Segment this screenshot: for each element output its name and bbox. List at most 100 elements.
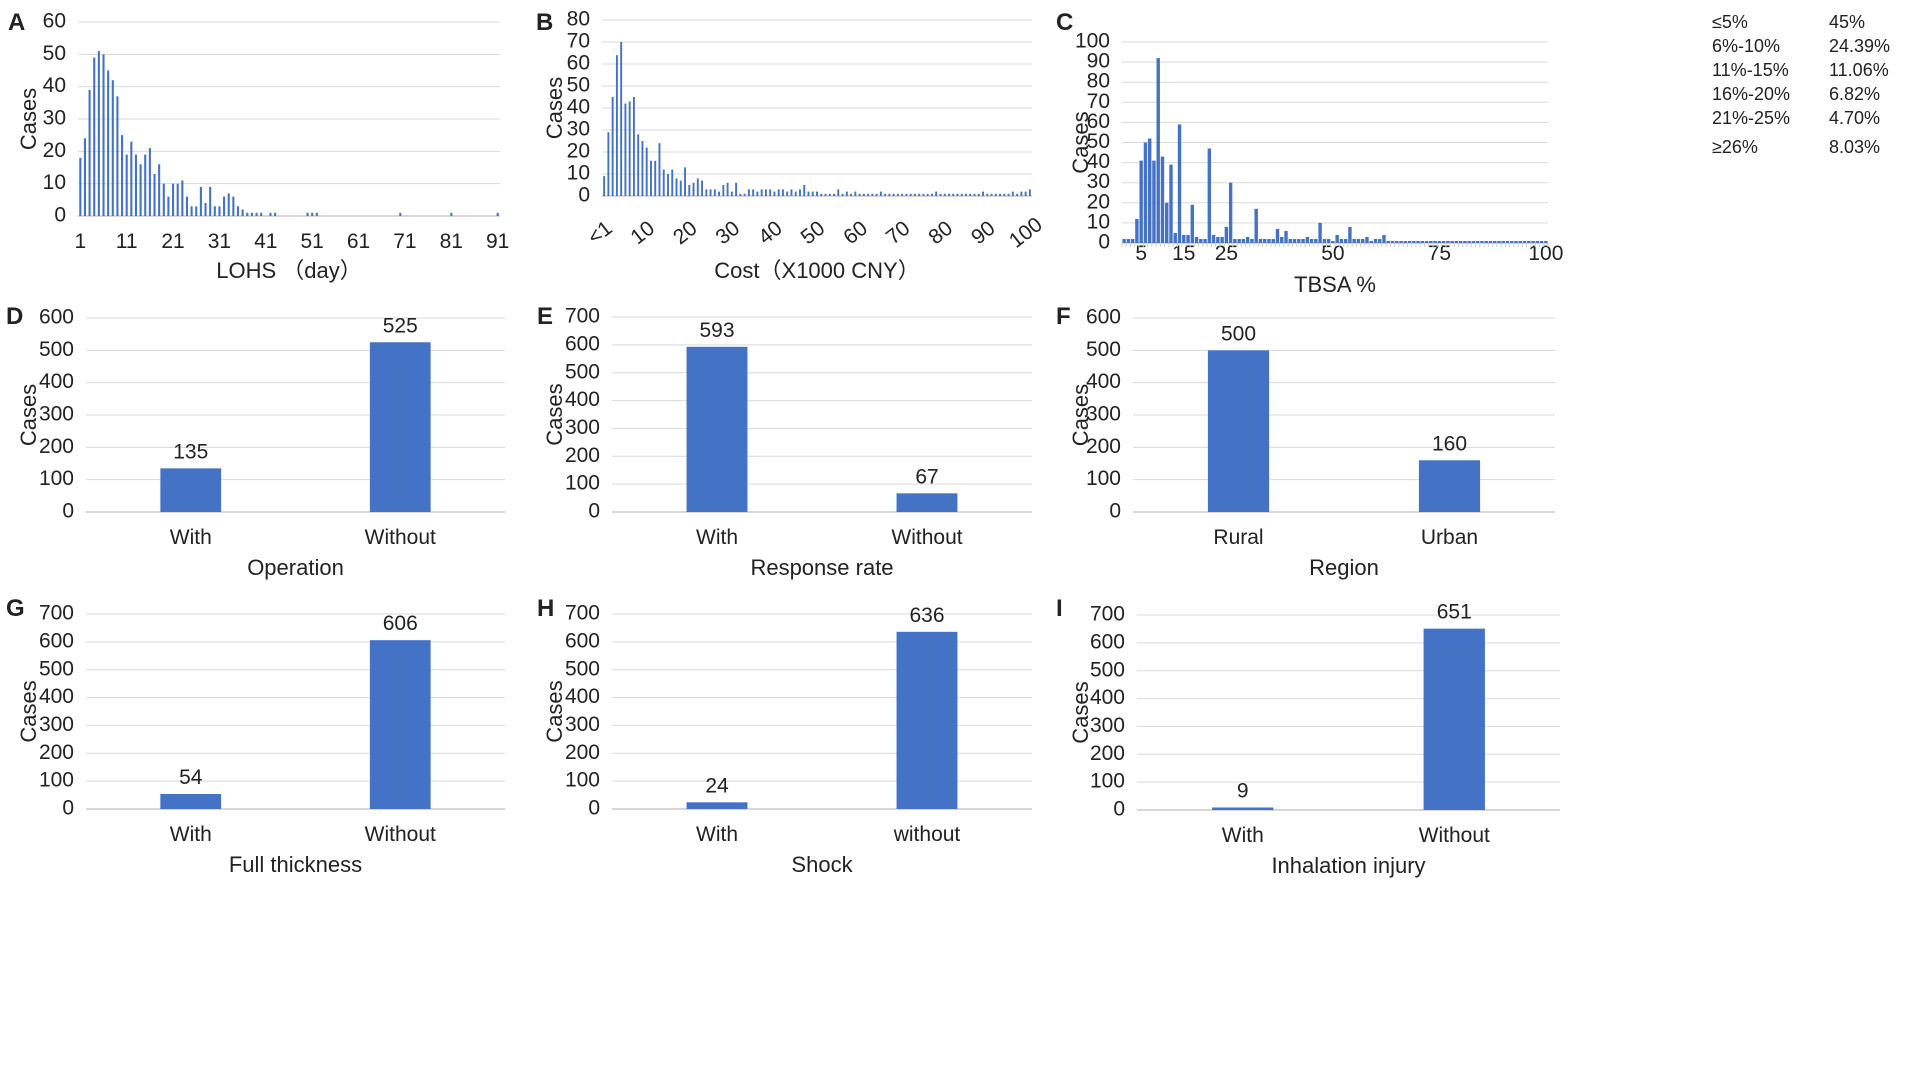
bar [764,189,767,196]
bar [756,191,759,196]
y-tick-label: 100 [1090,770,1125,793]
bar [121,135,124,216]
bar [1011,191,1014,196]
legend-range: 21%-25% [1712,108,1790,128]
bar [107,70,110,216]
y-axis-title: Cases [542,680,567,742]
bar [1130,238,1135,243]
y-axis-title: Cases [542,77,567,139]
bar [1122,238,1126,243]
data-label: 651 [1437,601,1472,624]
bar [1510,240,1514,243]
bar [1522,240,1527,243]
bar [1531,240,1535,243]
x-tick-label: 80 [924,217,957,250]
bar [722,185,725,196]
bar [999,193,1002,196]
bar [1237,238,1241,243]
bar [781,189,784,196]
y-tick-label: 400 [565,388,600,411]
bar [195,206,198,216]
y-tick-label: 600 [39,629,74,652]
bar [1275,228,1280,243]
bar [892,193,895,196]
bar [1271,238,1275,243]
y-tick-label: 300 [565,416,600,439]
bar [260,212,263,216]
y-tick-label: 400 [1086,370,1121,393]
panel-letter: A [8,9,25,36]
bar [773,191,776,196]
bar [816,191,818,196]
y-tick-label: 50 [567,74,590,97]
x-axis-title: Region [1309,555,1379,580]
x-tick-label: 100 [1005,213,1047,253]
bar [1423,628,1485,810]
bar [241,209,244,216]
data-label: 636 [909,604,944,627]
y-tick-label: 500 [39,657,74,680]
bar [93,57,96,216]
bar [160,468,222,512]
bar [1378,238,1382,243]
bar [692,182,695,196]
bar [1250,238,1254,243]
x-tick-label: 40 [754,217,787,250]
bar [1182,234,1186,243]
bar [1467,240,1471,243]
x-tick-label: 20 [669,217,702,250]
bar [369,342,431,512]
y-axis-title: Cases [1068,111,1093,173]
y-tick-label: 0 [578,184,590,207]
bar [686,346,748,512]
bar [662,169,665,196]
bar [607,132,610,196]
y-tick-label: 80 [567,8,590,31]
x-tick-label: <1 [584,216,617,249]
bar [875,193,878,196]
y-tick-label: 50 [43,42,66,65]
bar [130,141,133,216]
y-tick-label: 0 [62,500,74,523]
x-tick-label: 90 [967,217,1000,250]
chart-panel-d: D Cases 0 100 200 300 400 500 600 135 With 525 Witho… [6,303,505,580]
bar [952,193,955,196]
bar [1463,240,1467,243]
bar [930,193,933,196]
legend-range: ≤5% [1712,12,1748,32]
bar [850,193,853,196]
bar [1152,160,1156,243]
y-tick-label: 20 [567,140,590,163]
bar [799,189,801,196]
y-tick-label: 700 [39,602,74,625]
x-axis-title: LOHS （day） [216,258,362,283]
x-tick-label: With [170,526,212,549]
data-label: 160 [1432,432,1467,455]
bar [172,183,175,216]
bar [311,212,314,216]
y-axis-title: Cases [1068,681,1093,743]
bar [1135,218,1139,243]
y-tick-label: 600 [1090,630,1125,653]
x-tick-label: 61 [347,230,370,253]
bar [854,191,857,196]
x-axis-title: TBSA % [1294,272,1376,297]
bar [1318,222,1322,243]
panel-letter: D [6,303,23,330]
x-tick-label: 100 [1528,242,1563,265]
data-label: 9 [1237,779,1249,802]
x-tick-label: 91 [486,230,509,253]
y-tick-label: 100 [1075,30,1110,53]
bar [679,180,682,196]
y-tick-label: 100 [565,769,600,792]
bar [1424,240,1429,243]
y-tick-label: 30 [1087,170,1110,193]
bar [667,174,669,196]
bar [982,191,984,196]
y-tick-label: 60 [1087,110,1110,133]
bar [615,55,618,197]
bar [1284,230,1288,243]
bar [315,212,318,216]
bar [1454,240,1459,243]
